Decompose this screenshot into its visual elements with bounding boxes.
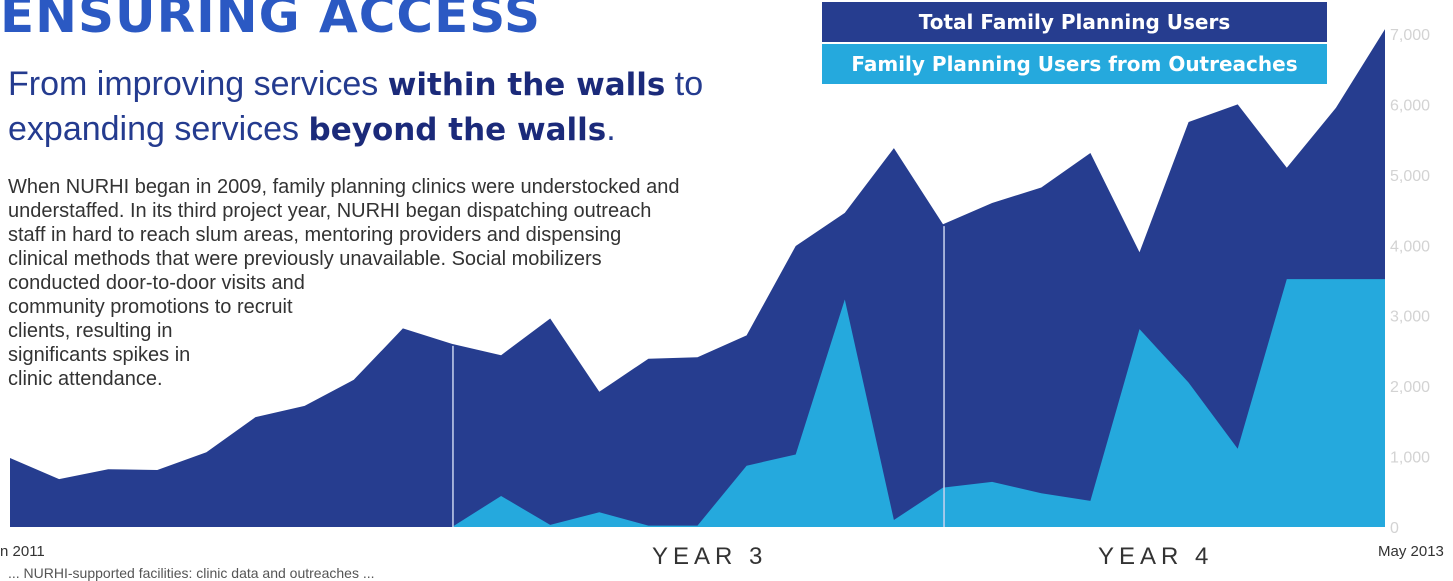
page-subtitle: From improving services within the walls… (8, 62, 808, 152)
y-tick-label: 6,000 (1390, 97, 1430, 114)
legend-outreach-users: Family Planning Users from Outreaches (822, 44, 1327, 84)
subtitle-emphasis-beyond-walls: beyond the walls (308, 112, 607, 148)
y-tick-label: 2,000 (1390, 379, 1430, 396)
chart-legend: Total Family Planning Users Family Plann… (822, 2, 1327, 84)
description-line: understaffed. In its third project year,… (8, 200, 652, 222)
description-line: clinic attendance. (8, 368, 163, 390)
description-line: clinical methods that were previously un… (8, 248, 602, 270)
subtitle-part-1: From improving services (8, 65, 388, 103)
y-tick-label: 7,000 (1390, 27, 1430, 44)
footer-note: ... NURHI-supported facilities: clinic d… (8, 565, 375, 581)
description-line: community promotions to recruit (8, 296, 293, 318)
description-line: staff in hard to reach slum areas, mento… (8, 224, 622, 246)
outreach-users-area (10, 279, 1385, 527)
subtitle-emphasis-within-walls: within the walls (387, 67, 666, 103)
description-line: When NURHI began in 2009, family plannin… (8, 176, 680, 198)
y-tick-label: 3,000 (1390, 309, 1430, 326)
y-tick-label: 1,000 (1390, 450, 1430, 467)
page-title: ENSURING ACCESS (0, 0, 542, 44)
y-tick-label: 4,000 (1390, 238, 1430, 255)
year-4-label: YEAR 4 (1098, 543, 1214, 570)
description-line: clients, resulting in (8, 320, 173, 342)
y-tick-label: 5,000 (1390, 168, 1430, 185)
description-line: significants spikes in (8, 344, 191, 366)
y-tick-label: 0 (1390, 520, 1399, 537)
subtitle-part-3: . (606, 110, 616, 148)
description-paragraph: When NURHI began in 2009, family plannin… (8, 175, 679, 391)
x-start-label: n 2011 (0, 543, 45, 560)
x-end-label: May 2013 (1378, 543, 1444, 560)
subtitle-part-2: to expanding services (8, 65, 704, 148)
year-3-label: YEAR 3 (652, 543, 768, 570)
description-line: conducted door-to-door visits and (8, 272, 305, 294)
total-users-area (10, 29, 1385, 527)
legend-total-users: Total Family Planning Users (822, 2, 1327, 42)
